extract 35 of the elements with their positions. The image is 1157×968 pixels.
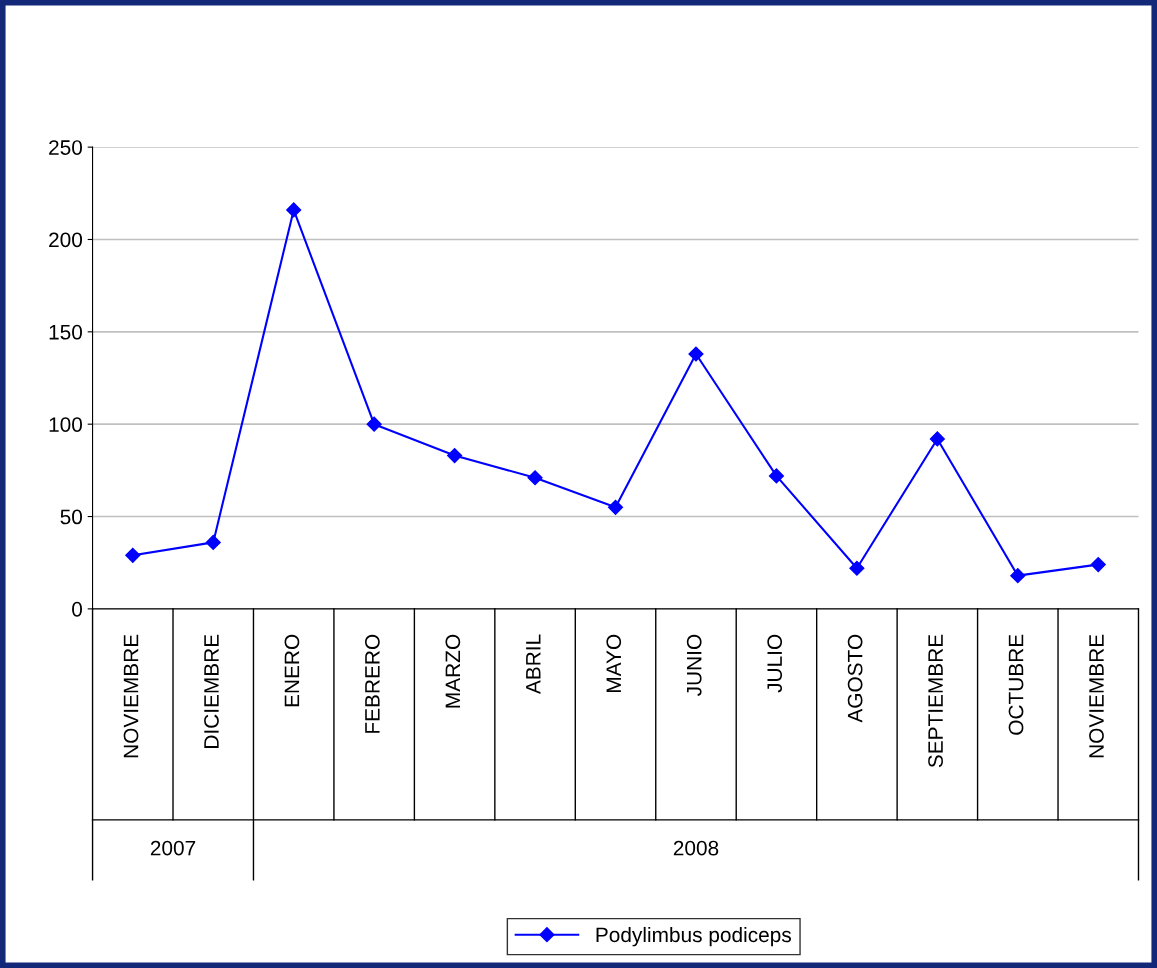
- x-tick-label: FEBRERO: [365, 634, 380, 733]
- text: 2007: [150, 840, 196, 856]
- x-tick-label: JUNIO: [686, 634, 702, 697]
- x-tick-label: NOVIEMBRE: [123, 634, 139, 758]
- point: [125, 547, 141, 563]
- point: [1010, 568, 1026, 584]
- x-tick-label: MAYO: [606, 634, 622, 692]
- point: [1090, 556, 1106, 573]
- x-tick-label: NOVIEMBRE: [1089, 634, 1104, 758]
- point: [447, 448, 463, 464]
- y-tick-label: 150: [49, 324, 83, 340]
- point: [205, 534, 221, 550]
- legend-label: Podylimbus podiceps: [596, 926, 791, 947]
- point: [849, 560, 865, 576]
- point: [527, 470, 543, 486]
- point: [607, 499, 624, 515]
- x-tick-label: OCTUBRE: [1008, 634, 1024, 735]
- y-tick-label: 100: [49, 417, 83, 432]
- point: [366, 416, 382, 432]
- point: [688, 346, 704, 362]
- x-tick-label: AGOSTO: [847, 634, 863, 723]
- point: [286, 202, 302, 218]
- x-tick-label: SEPTIEMBRE: [928, 634, 943, 768]
- x-tick-label: ABRIL: [526, 634, 541, 695]
- y-tick-label: 50: [60, 509, 83, 525]
- x-tick-label: MARZO: [445, 634, 461, 708]
- y-tick-label: 0: [72, 601, 83, 617]
- text: 2008: [673, 840, 719, 856]
- y-tick-label: 250: [49, 140, 83, 155]
- x-tick-label: DICIEMBRE: [204, 634, 219, 748]
- y-tick-label: 200: [49, 232, 83, 248]
- x-tick-label: ENERO: [284, 634, 300, 707]
- point: [929, 431, 945, 447]
- point: [768, 468, 785, 484]
- x-tick-label: JULIO: [767, 634, 783, 693]
